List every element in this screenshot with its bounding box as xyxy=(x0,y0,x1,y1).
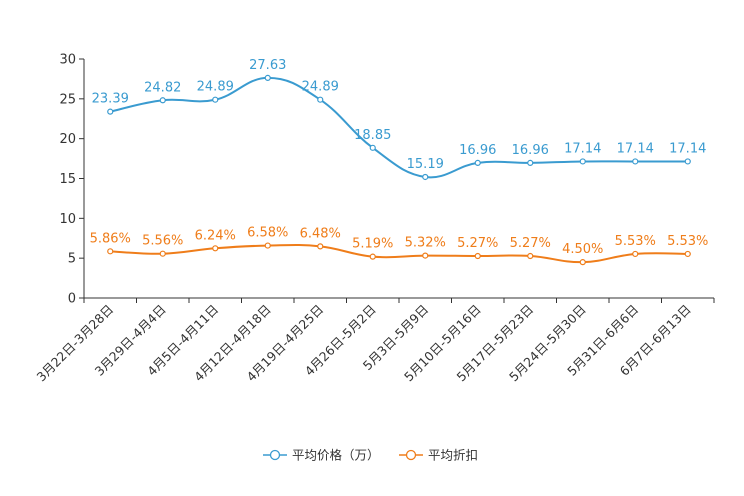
data-point[interactable] xyxy=(632,158,639,165)
data-label: 17.14 xyxy=(564,141,601,156)
data-label: 6.58% xyxy=(247,226,288,241)
data-point[interactable] xyxy=(579,259,586,266)
data-label: 5.56% xyxy=(142,234,183,249)
y-tick-label: 5 xyxy=(68,252,76,267)
data-label: 5.53% xyxy=(667,234,708,249)
data-label: 5.53% xyxy=(615,234,656,249)
legend-item-0[interactable]: 平均价格（万） xyxy=(263,448,380,463)
series-line-1 xyxy=(110,244,688,264)
data-labels: 23.39 24.82 24.89 27.63 24.89 18.85 15.19 16.96… xyxy=(90,58,709,257)
data-label: 6.48% xyxy=(300,226,341,241)
data-point[interactable] xyxy=(527,252,534,260)
data-point[interactable] xyxy=(212,245,219,252)
y-tick-label: 0 xyxy=(68,292,76,307)
data-point[interactable] xyxy=(422,252,429,259)
y-tick-label: 15 xyxy=(59,172,76,187)
data-label: 5.19% xyxy=(352,237,393,252)
data-point[interactable] xyxy=(317,243,324,250)
legend-label: 平均折扣 xyxy=(428,448,478,463)
series-line-0 xyxy=(110,76,688,179)
data-label: 16.96 xyxy=(512,143,549,158)
data-point[interactable] xyxy=(474,252,481,260)
data-label: 5.27% xyxy=(457,236,498,251)
data-point[interactable] xyxy=(159,97,166,104)
data-label: 5.27% xyxy=(510,236,551,251)
data-label: 17.14 xyxy=(669,141,706,156)
data-point[interactable] xyxy=(632,250,639,258)
data-label: 18.85 xyxy=(354,128,391,143)
legend-marker xyxy=(269,449,281,461)
data-point[interactable] xyxy=(107,248,114,255)
data-point[interactable] xyxy=(369,144,376,151)
y-tick-label: 30 xyxy=(59,53,76,68)
data-point[interactable] xyxy=(527,159,534,166)
data-point[interactable] xyxy=(369,253,376,260)
data-label: 5.86% xyxy=(90,231,131,246)
data-point[interactable] xyxy=(264,74,271,81)
data-label: 16.96 xyxy=(459,143,496,158)
legend-label: 平均价格（万） xyxy=(292,448,380,463)
y-tick-label: 20 xyxy=(59,132,76,147)
data-label: 6.24% xyxy=(195,228,236,243)
data-label: 27.63 xyxy=(249,58,286,73)
legend-marker xyxy=(405,449,417,461)
data-label: 4.50% xyxy=(562,242,603,257)
data-point[interactable] xyxy=(264,242,271,249)
data-point[interactable] xyxy=(422,173,429,181)
data-point[interactable] xyxy=(212,96,219,103)
legend: 平均价格（万） 平均折扣 xyxy=(263,448,478,463)
x-axis: 3月22日-3月28日3月29日-4月4日4月5日-4月11日4月12日-4月1… xyxy=(33,297,715,384)
y-axis: 0 5 10 15 20 25 30 xyxy=(59,53,85,307)
data-label: 15.19 xyxy=(407,157,444,172)
data-point[interactable] xyxy=(684,250,691,258)
data-point[interactable] xyxy=(159,250,166,257)
data-label: 23.39 xyxy=(92,92,129,107)
y-tick-label: 10 xyxy=(59,212,76,227)
series-layer xyxy=(107,74,691,266)
data-point[interactable] xyxy=(317,96,324,103)
data-point[interactable] xyxy=(579,158,586,165)
data-label: 24.89 xyxy=(197,80,234,95)
data-point[interactable] xyxy=(474,159,481,166)
data-point[interactable] xyxy=(684,158,691,165)
data-label: 24.89 xyxy=(302,80,339,95)
data-label: 24.82 xyxy=(144,80,181,95)
data-label: 17.14 xyxy=(617,141,654,156)
y-tick-label: 25 xyxy=(59,92,76,107)
data-point[interactable] xyxy=(107,108,114,115)
legend-item-1[interactable]: 平均折扣 xyxy=(399,448,478,463)
data-label: 5.32% xyxy=(405,236,446,251)
